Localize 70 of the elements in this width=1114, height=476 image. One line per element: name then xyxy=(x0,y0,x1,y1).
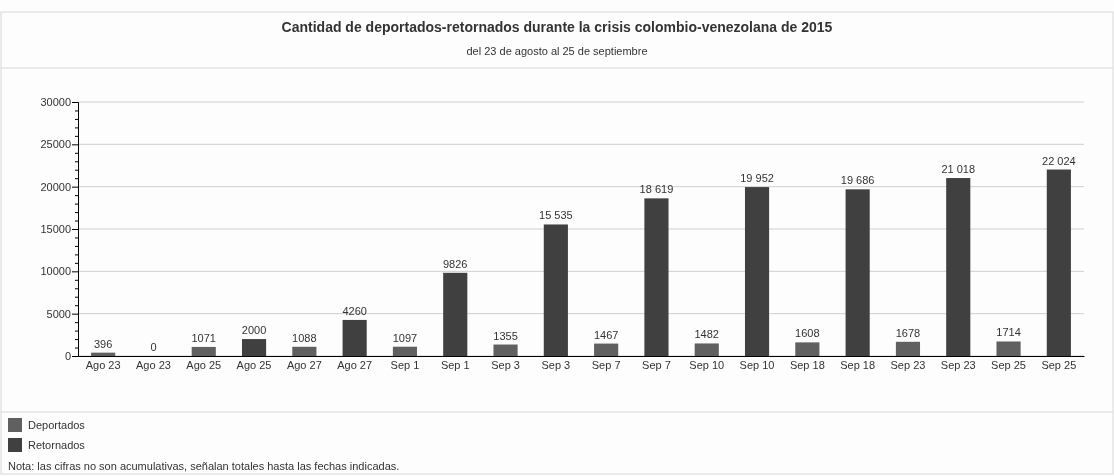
data-label: 9826 xyxy=(443,257,468,270)
data-label: 22 024 xyxy=(1042,154,1076,167)
data-label: 1678 xyxy=(895,326,921,339)
text: Nota: las cifras no son acumulativas, señalan totales hasta las fechas indicadas. xyxy=(8,460,400,472)
legend-label: Retornados xyxy=(28,439,86,451)
bar xyxy=(946,178,971,356)
x-tick-label: Sep 1 xyxy=(440,358,470,371)
bar xyxy=(191,346,216,356)
data-label: 18 619 xyxy=(639,183,674,196)
bar xyxy=(895,341,921,356)
data-label: 0 xyxy=(150,341,157,353)
bar xyxy=(744,187,770,356)
bar xyxy=(493,344,518,356)
x-tick-label: Sep 7 xyxy=(591,358,621,371)
bar xyxy=(1046,169,1071,356)
data-label: 1482 xyxy=(694,328,719,341)
bar xyxy=(694,343,719,356)
x-tick-label: Sep 25 xyxy=(991,358,1026,371)
y-tick-label: 20000 xyxy=(40,180,71,193)
bar xyxy=(443,272,468,356)
bar xyxy=(996,341,1021,356)
x-tick-label: Ago 27 xyxy=(286,358,322,371)
y-tick-label: 10000 xyxy=(40,265,71,278)
legend-label: Deportados xyxy=(28,419,86,431)
x-tick-label: Sep 3 xyxy=(491,358,520,371)
y-tick-label: 30000 xyxy=(40,96,71,109)
y-tick-label: 25000 xyxy=(40,138,71,151)
x-tick-label: Sep 10 xyxy=(689,358,725,371)
bar xyxy=(241,339,267,356)
y-tick-label: 0 xyxy=(64,350,71,363)
y-tick-label: 5000 xyxy=(46,307,71,320)
x-tick-label: Ago 23 xyxy=(136,358,171,371)
x-tick-label: Sep 7 xyxy=(642,358,671,371)
bar xyxy=(795,342,820,356)
data-label: 21 018 xyxy=(941,163,976,176)
x-tick-label: Ago 25 xyxy=(236,358,272,371)
chart-subtitle: del 23 de agosto al 25 de septiembre xyxy=(466,45,648,57)
x-tick-label: Sep 18 xyxy=(840,358,876,371)
bar xyxy=(594,343,619,356)
data-label: 1714 xyxy=(996,326,1021,339)
x-tick-label: Sep 10 xyxy=(739,358,775,371)
bar xyxy=(342,319,367,356)
x-tick-label: Sep 25 xyxy=(1041,358,1077,371)
bar xyxy=(392,346,418,356)
chart-title: Cantidad de deportados-retornados durante la crisis colombio-venezolana de 2015 xyxy=(281,19,833,35)
data-label: 396 xyxy=(93,337,113,350)
data-label: 19 686 xyxy=(840,174,875,187)
y-tick-label: 15000 xyxy=(40,223,71,236)
data-label: 1088 xyxy=(292,331,317,344)
data-label: 1071 xyxy=(191,331,216,344)
data-label: 15 535 xyxy=(539,209,573,222)
bar xyxy=(292,346,317,356)
data-label: 1467 xyxy=(593,328,619,341)
x-tick-label: Ago 23 xyxy=(85,358,121,371)
data-label: 2000 xyxy=(241,324,267,337)
data-label: 4260 xyxy=(342,304,367,317)
x-tick-label: Ago 27 xyxy=(337,358,373,371)
x-tick-label: Sep 23 xyxy=(940,358,976,371)
data-label: 1097 xyxy=(392,331,418,344)
data-label: 1608 xyxy=(795,327,820,340)
data-label: 1355 xyxy=(493,329,518,342)
bar xyxy=(543,224,568,356)
x-tick-label: Ago 25 xyxy=(186,358,222,371)
x-tick-label: Sep 18 xyxy=(789,358,825,371)
bar xyxy=(644,198,669,356)
x-tick-label: Sep 1 xyxy=(390,358,420,371)
x-tick-label: Sep 3 xyxy=(541,358,571,371)
x-tick-label: Sep 23 xyxy=(890,358,926,371)
data-label: 19 952 xyxy=(740,172,774,185)
bar xyxy=(845,189,870,356)
